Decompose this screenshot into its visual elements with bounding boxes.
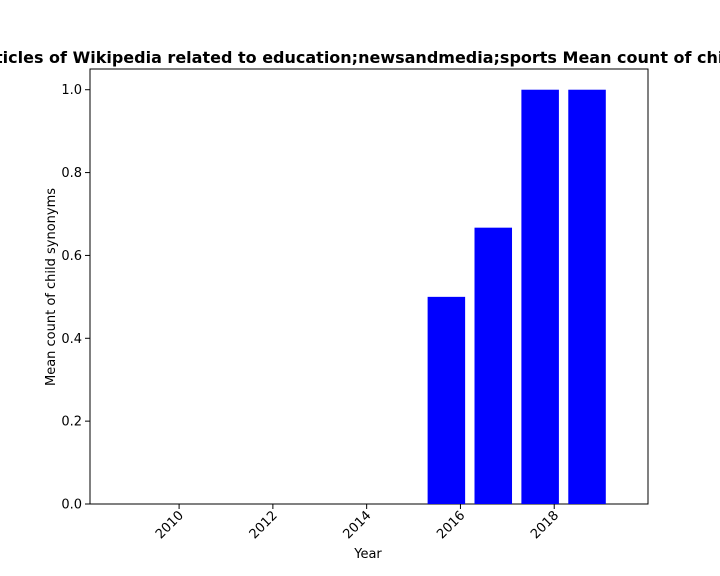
x-tick-label: 2018 [528, 508, 562, 542]
bar-2016.7 [474, 227, 513, 504]
x-axis-label: Year [353, 547, 382, 562]
y-tick-label: 0.4 [61, 332, 82, 347]
y-tick-label: 0.8 [61, 166, 82, 181]
x-tick-label: 2012 [247, 508, 281, 542]
x-tick-label: 2014 [340, 508, 374, 542]
bar-2015.7 [427, 296, 466, 504]
plot-area [89, 68, 649, 505]
y-axis-label: Mean count of child synonyms [44, 188, 59, 386]
y-axis: 0.0 0.2 0.4 0.6 0.8 1.0 [61, 83, 90, 513]
bar-2017.7 [521, 89, 559, 504]
x-axis: 2010 2012 2014 2016 2018 [153, 504, 562, 542]
chart-title: Percentage of articles of Wikipedia rela… [0, 48, 720, 67]
y-tick-label: 0.2 [61, 415, 82, 430]
bar-2018.7 [568, 89, 606, 504]
x-tick-label: 2010 [153, 508, 187, 542]
y-tick-label: 1.0 [61, 83, 82, 98]
y-tick-label: 0.6 [61, 249, 82, 264]
y-tick-label: 0.0 [61, 498, 82, 513]
x-tick-label: 2016 [434, 508, 468, 542]
bars [427, 89, 606, 504]
